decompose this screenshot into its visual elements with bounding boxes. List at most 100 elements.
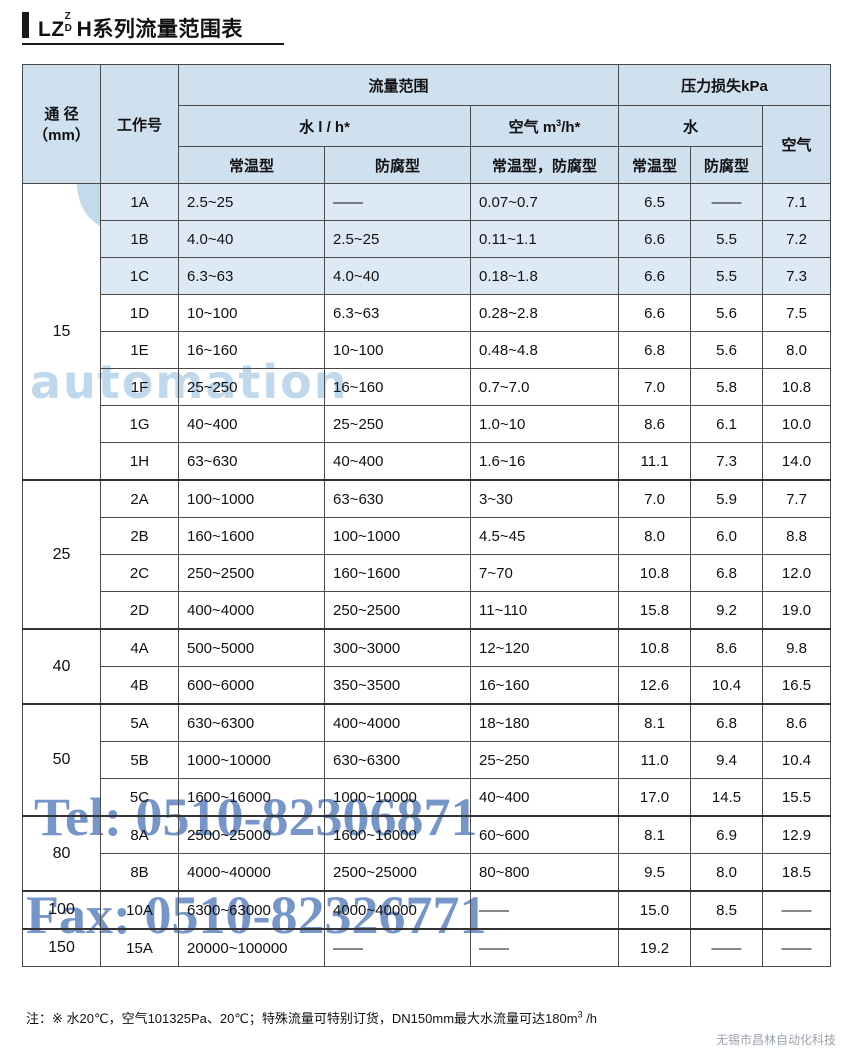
cell-water-anti: 10~100 xyxy=(324,331,471,369)
cell-pl-anti: 8.0 xyxy=(690,853,764,892)
cell-model: 4A xyxy=(100,628,179,667)
header-model: 工作号 xyxy=(100,64,179,184)
cell-pl-anti: 6.0 xyxy=(690,517,764,555)
cell-pl-normal: 10.8 xyxy=(618,554,692,592)
cell-pl-anti: 5.6 xyxy=(690,331,764,369)
cell-air: 18~180 xyxy=(469,703,620,742)
table-row: 1H 63~630 40~400 1.6~16 11.1 7.3 14.0 xyxy=(23,442,832,481)
cell-pl-air: 8.0 xyxy=(762,331,832,369)
cell-diameter: 50 xyxy=(22,703,101,817)
header-air-normal-anti: 常温型，防腐型 xyxy=(469,146,620,184)
cell-water-anti: 25~250 xyxy=(324,405,471,443)
cell-model: 1C xyxy=(100,257,179,295)
cell-pl-normal: 12.6 xyxy=(618,666,692,705)
cell-water-normal: 16~160 xyxy=(178,331,325,369)
title-suffix: H系列流量范围表 xyxy=(76,18,243,41)
cell-model: 2C xyxy=(100,554,179,592)
cell-pl-normal: 9.5 xyxy=(618,853,692,892)
cell-water-anti: 16~160 xyxy=(324,368,471,406)
cell-water-normal: 600~6000 xyxy=(178,666,325,705)
cell-pl-air: 7.7 xyxy=(762,479,832,518)
cell-air: 12~120 xyxy=(469,628,620,667)
title-superscript: Z xyxy=(64,11,72,22)
cell-air: 1.6~16 xyxy=(469,442,620,481)
header-air-m3h: 空气 m3/h* xyxy=(469,105,620,147)
title-prefix: LZ xyxy=(38,18,65,41)
header-water-anti: 防腐型 xyxy=(324,146,471,184)
flow-range-table-wrapper: 通 径 （mm） 工作号 流量范围 压力损失kPa 水 l / h* 空气 m3… xyxy=(22,64,832,967)
cell-water-normal: 20000~100000 xyxy=(178,928,325,967)
cell-model: 8B xyxy=(100,853,179,892)
cell-water-normal: 6.3~63 xyxy=(178,257,325,295)
cell-air: —— xyxy=(469,890,620,930)
cell-diameter: 150 xyxy=(22,928,101,967)
cell-pl-normal: 11.1 xyxy=(618,442,692,481)
cell-model: 2A xyxy=(100,479,179,518)
cell-pl-anti: 8.6 xyxy=(690,628,764,667)
cell-model: 1H xyxy=(100,442,179,481)
cell-air: 1.0~10 xyxy=(469,405,620,443)
cell-pl-anti: 6.8 xyxy=(690,554,764,592)
cell-water-anti: 160~1600 xyxy=(324,554,471,592)
table-row: 1G 40~400 25~250 1.0~10 8.6 6.1 10.0 xyxy=(23,405,832,443)
cell-pl-normal: 15.0 xyxy=(618,890,692,930)
cell-pl-normal: 6.6 xyxy=(618,294,692,332)
cell-diameter: 80 xyxy=(22,815,101,892)
header-air-sup: 3 xyxy=(556,117,562,128)
cell-air: 0.28~2.8 xyxy=(469,294,620,332)
cell-model: 4B xyxy=(100,666,179,705)
cell-pl-air: 14.0 xyxy=(762,442,832,481)
cell-pl-anti: 6.9 xyxy=(690,815,764,854)
cell-diameter: 40 xyxy=(22,628,101,705)
table-row: 2D 400~4000 250~2500 11~110 15.8 9.2 19.0 xyxy=(23,591,832,630)
cell-model: 1G xyxy=(100,405,179,443)
table-row: 2C 250~2500 160~1600 7~70 10.8 6.8 12.0 xyxy=(23,554,832,592)
table-row: 40 4A 500~5000 300~3000 12~120 10.8 8.6 9.8 xyxy=(22,628,832,705)
table-row: 15 1A 2.5~25 —— 0.07~0.7 6.5 —— 7.1 xyxy=(22,183,832,481)
table-row: 50 5A 630~6300 400~4000 18~180 8.1 6.8 8.6 xyxy=(22,703,832,817)
cell-pl-air: —— xyxy=(762,928,832,967)
cell-pl-air: 16.5 xyxy=(762,666,832,705)
cell-pl-air: 7.5 xyxy=(762,294,832,332)
cell-diameter: 25 xyxy=(22,479,101,630)
cell-air: 80~800 xyxy=(469,853,620,892)
header-water: 水 xyxy=(618,105,764,147)
table-row: 1E 16~160 10~100 0.48~4.8 6.8 5.6 8.0 xyxy=(23,331,832,369)
cell-pl-anti: 5.6 xyxy=(690,294,764,332)
table-row: 1F 25~250 16~160 0.7~7.0 7.0 5.8 10.8 xyxy=(23,368,832,406)
cell-pl-normal: 10.8 xyxy=(618,628,692,667)
cell-water-anti: 63~630 xyxy=(324,479,471,518)
cell-pl-air: 7.1 xyxy=(762,183,832,221)
cell-pl-air: 18.5 xyxy=(762,853,832,892)
header-pl-anti: 防腐型 xyxy=(690,146,764,184)
footer-company: 无锡市昌林自动化科技 xyxy=(715,1033,836,1047)
cell-pl-anti: 6.8 xyxy=(690,703,764,742)
cell-water-normal: 2500~25000 xyxy=(178,815,325,854)
cell-air: 7~70 xyxy=(469,554,620,592)
cell-water-anti: —— xyxy=(324,928,471,967)
cell-air: 60~600 xyxy=(469,815,620,854)
cell-model: 1A xyxy=(100,183,179,221)
cell-water-normal: 4.0~40 xyxy=(178,220,325,258)
cell-water-normal: 40~400 xyxy=(178,405,325,443)
note-superscript: 3 xyxy=(577,1009,583,1020)
cell-pl-normal: 7.0 xyxy=(618,368,692,406)
cell-model: 1E xyxy=(100,331,179,369)
cell-pl-air: 8.6 xyxy=(762,703,832,742)
cell-water-anti: 350~3500 xyxy=(324,666,471,705)
cell-pl-anti: 6.1 xyxy=(690,405,764,443)
cell-water-anti: —— xyxy=(324,183,471,221)
cell-pl-anti: 9.2 xyxy=(690,591,764,630)
cell-water-anti: 1600~16000 xyxy=(324,815,471,854)
table-row: 1D 10~100 6.3~63 0.28~2.8 6.6 5.6 7.5 xyxy=(23,294,832,332)
cell-pl-normal: 19.2 xyxy=(618,928,692,967)
cell-pl-anti: —— xyxy=(690,928,764,967)
cell-pl-air: 10.4 xyxy=(762,741,832,779)
header-diameter-unit: （mm） xyxy=(33,127,90,144)
table-row: 1C 6.3~63 4.0~40 0.18~1.8 6.6 5.5 7.3 xyxy=(23,257,832,295)
cell-pl-air: 7.3 xyxy=(762,257,832,295)
cell-pl-anti: 14.5 xyxy=(690,778,764,817)
table-row: 2B 160~1600 100~1000 4.5~45 8.0 6.0 8.8 xyxy=(23,517,832,555)
cell-pl-normal: 6.6 xyxy=(618,257,692,295)
